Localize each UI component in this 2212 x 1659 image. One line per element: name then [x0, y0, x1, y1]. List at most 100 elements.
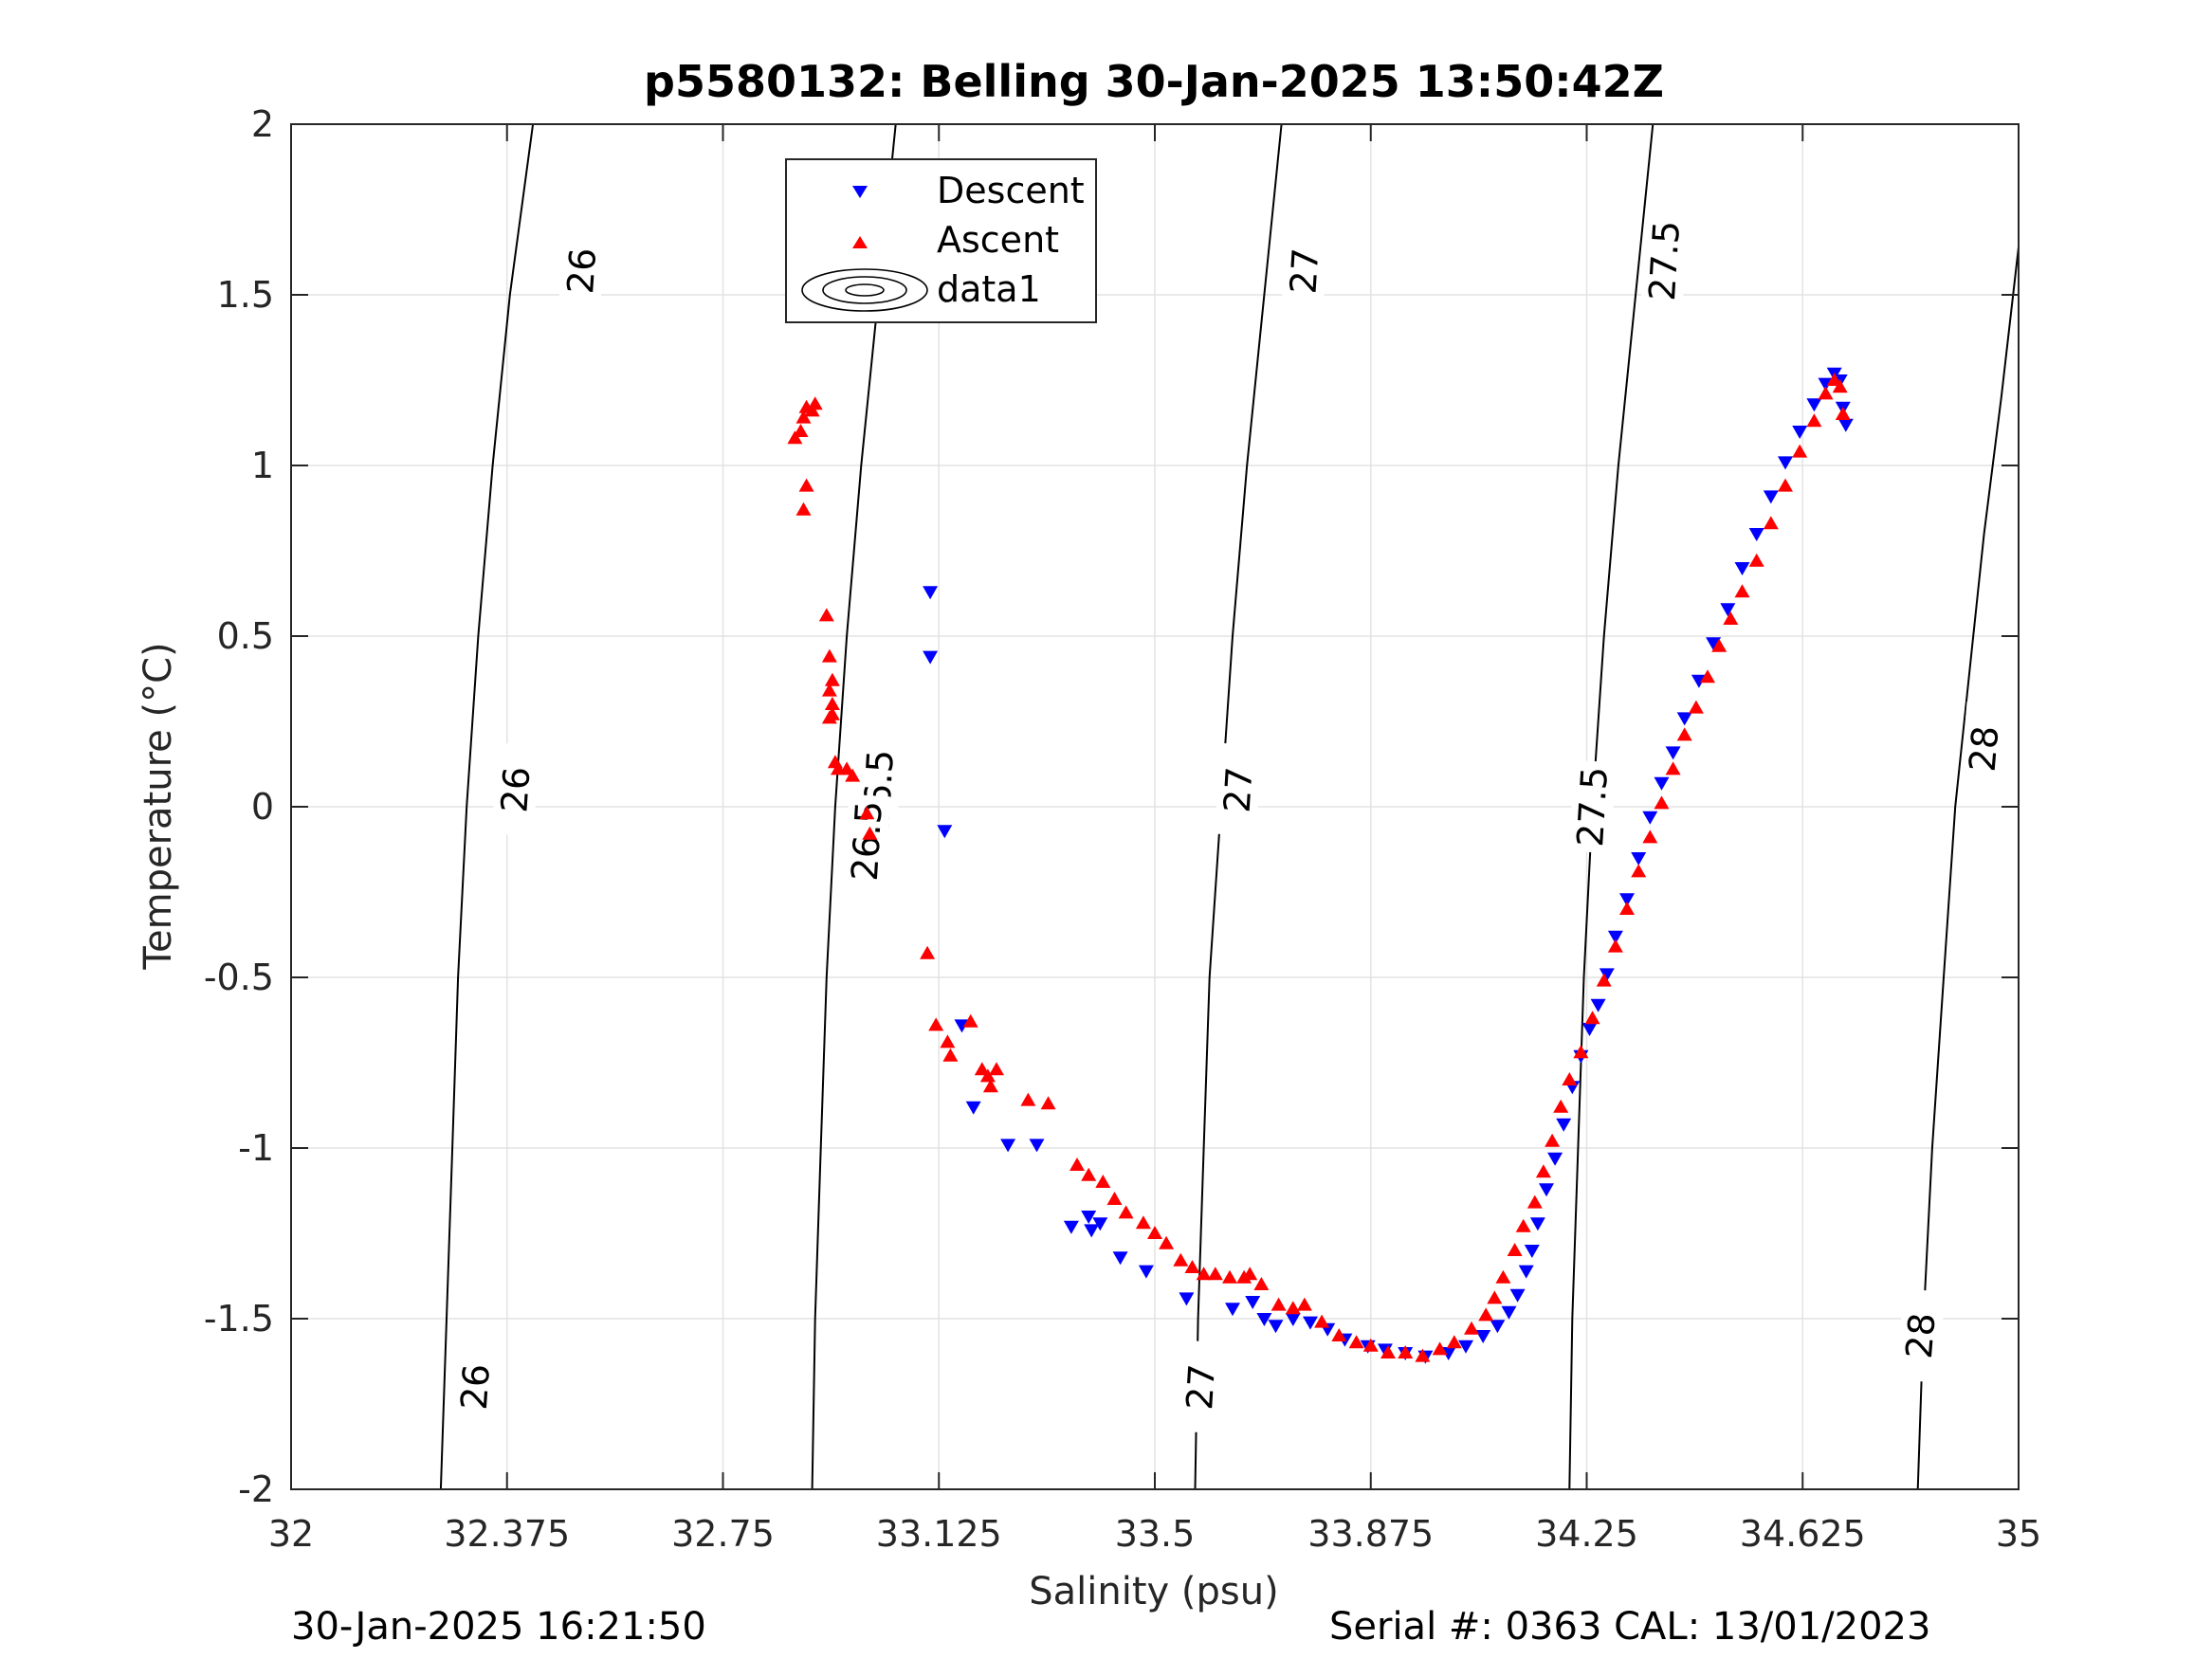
ascent-point: [1631, 864, 1647, 878]
ascent-point: [1545, 1133, 1561, 1147]
ascent-point: [1778, 478, 1793, 492]
ascent-point: [1271, 1297, 1287, 1311]
descent-point: [1529, 1217, 1545, 1231]
y-tick-label: 2: [251, 103, 274, 145]
ascent-point: [1584, 1011, 1600, 1025]
ascent-point: [1792, 444, 1808, 458]
x-tick-label: 35: [1996, 1513, 2041, 1555]
ascent-point: [1040, 1096, 1056, 1110]
ascent-point: [1748, 553, 1764, 567]
ascent-point: [1665, 761, 1681, 775]
x-tick-label: 34.25: [1535, 1513, 1638, 1555]
contour-label: 27.5: [1569, 765, 1616, 848]
descent-point: [1509, 1288, 1526, 1303]
descent-point: [1556, 1118, 1572, 1132]
ascent-point: [1118, 1205, 1134, 1219]
ascent-point: [1487, 1290, 1503, 1304]
ascent-point: [989, 1062, 1004, 1076]
x-tick-label: 33.125: [876, 1513, 1002, 1555]
ascent-point: [824, 672, 840, 686]
ascent-point: [1676, 727, 1692, 741]
descent-point: [1806, 398, 1822, 412]
ascent-point: [1596, 973, 1612, 987]
descent-point: [923, 586, 939, 600]
y-tick-label: -1.5: [204, 1298, 274, 1340]
ascent-point: [1314, 1314, 1330, 1328]
ascent-point: [1331, 1328, 1347, 1341]
axis-ticks: 32 32.375 32.75 33.125 33.5 33.875 34.25 34.625…: [204, 103, 2041, 1555]
legend-contour-icon: [801, 268, 928, 312]
contour-line: [811, 123, 897, 1490]
ascent-point: [1173, 1252, 1189, 1267]
x-tick-label: 34.625: [1740, 1513, 1866, 1555]
ascent-point: [1296, 1297, 1312, 1311]
ascent-point: [1348, 1335, 1364, 1349]
descent-point: [1245, 1296, 1261, 1309]
descent-point: [965, 1101, 981, 1115]
contour-label-bg: [1215, 742, 1263, 837]
ascent-point: [1135, 1215, 1151, 1230]
descent-point: [1607, 930, 1623, 944]
contour-label: 26: [559, 246, 604, 295]
ascent-point: [1464, 1321, 1479, 1335]
ascent-point: [1147, 1226, 1162, 1239]
descent-point: [1720, 603, 1736, 617]
descent-point: [1676, 712, 1692, 726]
footer-serial-cal: Serial #: 0363 CAL: 13/01/2023: [1329, 1605, 1931, 1649]
ascent-point: [807, 396, 823, 410]
ascent-point: [1688, 700, 1704, 714]
contour-label: 28: [1898, 1311, 1944, 1360]
ascent-point: [1654, 795, 1670, 810]
ascent-point: [1432, 1341, 1448, 1356]
ascent-point: [979, 1068, 996, 1083]
ascent-point: [818, 608, 834, 622]
contour-label-bg: [1959, 702, 2009, 796]
descent-point: [1734, 562, 1750, 575]
ascent-point: [1069, 1158, 1085, 1171]
ascent-point: [1711, 638, 1728, 652]
ascent-point: [1526, 1194, 1543, 1209]
ascent-point: [1253, 1277, 1270, 1290]
contour-label-bg: [1568, 759, 1617, 854]
ascent-point: [920, 945, 936, 959]
ascent-point: [1619, 902, 1635, 915]
ascent-point: [1362, 1338, 1379, 1352]
ascent-point: [1095, 1175, 1111, 1188]
ascent-point: [1446, 1335, 1462, 1349]
ascent-point: [1607, 939, 1623, 953]
descent-point: [1590, 998, 1606, 1012]
x-tick-label: 32: [268, 1513, 314, 1555]
ascent-point: [1562, 1072, 1578, 1085]
ascent-point: [1380, 1345, 1396, 1358]
ascent-point: [804, 403, 820, 417]
y-tick-label: -2: [238, 1468, 274, 1510]
y-tick-label: -1: [238, 1127, 274, 1169]
descent-point: [1303, 1316, 1318, 1330]
descent-point: [1599, 968, 1615, 982]
descent-point: [1665, 746, 1681, 760]
ascent-point: [795, 410, 812, 424]
descent-point: [1268, 1320, 1284, 1334]
descent-point: [923, 650, 939, 665]
ascent-point: [1818, 386, 1834, 400]
legend-descent-label: Descent: [937, 170, 1085, 211]
ascent-point: [787, 430, 803, 445]
ascent-point: [1835, 407, 1851, 420]
descent-point: [1092, 1217, 1108, 1231]
descent-point: [1285, 1313, 1301, 1326]
ascent-point: [1507, 1243, 1523, 1256]
descent-point: [1112, 1251, 1128, 1266]
ascent-point: [1763, 516, 1779, 530]
descent-point: [1706, 637, 1722, 651]
ascent-point: [793, 424, 809, 437]
contour-label: 26: [493, 765, 538, 813]
descent-point: [1631, 852, 1647, 866]
y-tick-label: -0.5: [204, 957, 274, 998]
ascent-point: [839, 761, 855, 775]
contour-label-bg: [1895, 1288, 1946, 1383]
ascent-point: [1398, 1345, 1414, 1358]
descent-point: [1256, 1313, 1272, 1326]
ascent-point: [1222, 1269, 1237, 1284]
descent-point: [1837, 418, 1854, 432]
